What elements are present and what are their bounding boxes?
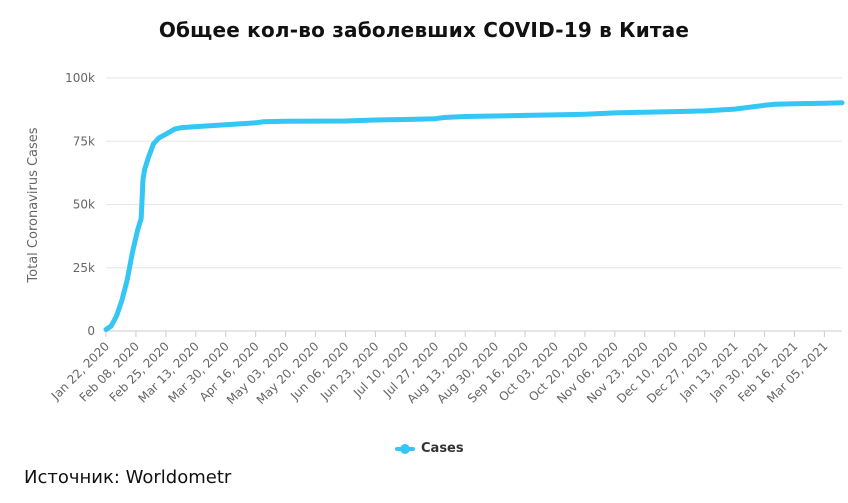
y-axis-label: Total Coronavirus Cases	[26, 127, 41, 283]
y-tick-label: 50k	[73, 198, 95, 212]
y-tick-label: 75k	[73, 134, 95, 148]
legend-label-cases: Cases	[421, 441, 464, 456]
y-tick-label: 100k	[65, 71, 95, 85]
series-cases	[103, 100, 845, 332]
y-axis-ticks: 0 25k 50k 75k 100k	[65, 71, 95, 338]
series-line-cases[interactable]	[103, 100, 845, 332]
grid-lines	[106, 77, 842, 332]
source-caption: Источник: Worldometr	[24, 467, 232, 488]
legend-swatch-cases	[395, 443, 415, 454]
y-tick-label: 25k	[73, 261, 95, 275]
y-tick-label: 0	[87, 324, 95, 338]
chart-legend[interactable]: Cases	[395, 441, 464, 456]
chart-title: Общее кол-во заболевших COVID-19 в Китае	[158, 18, 690, 42]
